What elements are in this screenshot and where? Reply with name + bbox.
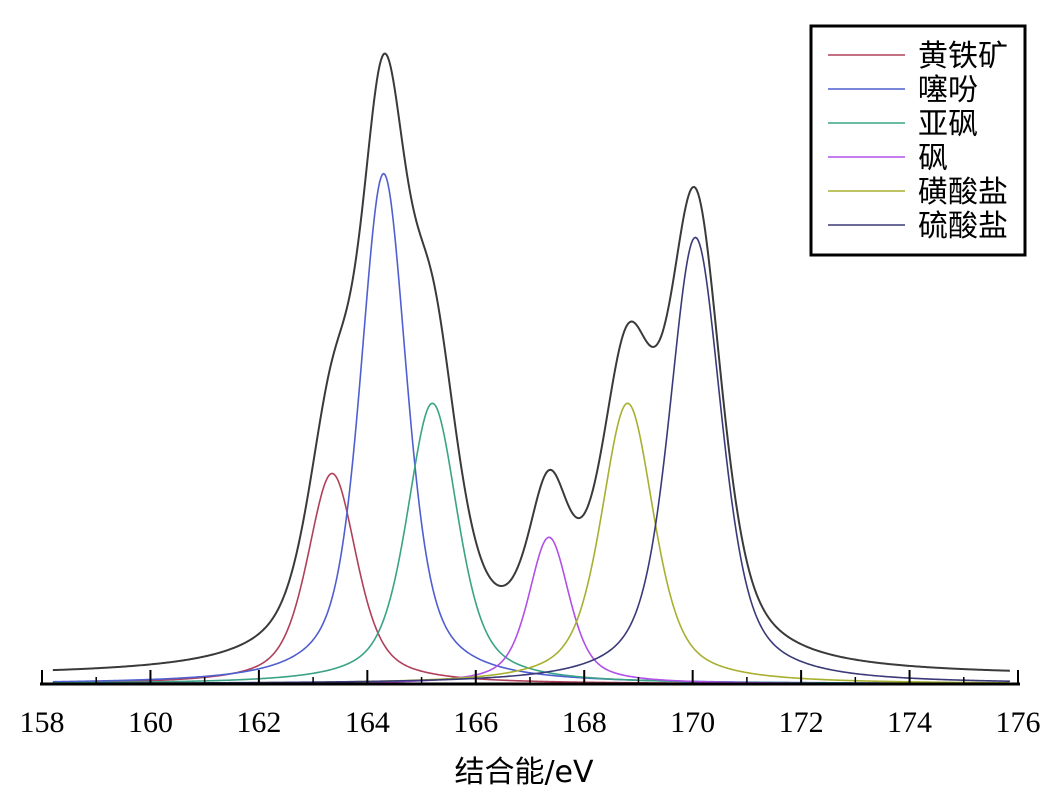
envelope-line [52, 52, 1010, 672]
x-tick-label: 166 [453, 706, 498, 739]
legend-box [809, 24, 1027, 257]
series-line-3 [52, 402, 1010, 685]
legend-label: 硫酸盐 [918, 209, 1008, 244]
x-tick-label: 174 [887, 706, 932, 739]
x-tick-label: 160 [128, 706, 173, 739]
x-axis-title: 结合能/eV [454, 755, 594, 790]
x-axis: 158 160 162 164 166 168 170 172 174 176 [20, 670, 1041, 739]
x-tick-label: 172 [779, 706, 824, 739]
series-line-5 [52, 402, 1010, 685]
x-tick-label: 168 [562, 706, 607, 739]
series-line-1 [52, 472, 1010, 685]
series-line-6 [52, 236, 1010, 685]
x-tick-label: 170 [670, 706, 715, 739]
legend-label: 亚砜 [918, 107, 978, 142]
x-tick-label: 158 [20, 706, 65, 739]
legend-label: 砜 [918, 141, 948, 176]
legend-label: 黄铁矿 [918, 39, 1008, 74]
legend-label: 磺酸盐 [918, 175, 1008, 210]
x-tick-label: 162 [236, 706, 281, 739]
legend-label: 噻吩 [918, 73, 978, 108]
x-tick-label: 164 [345, 706, 390, 739]
x-tick-label: 176 [996, 706, 1041, 739]
